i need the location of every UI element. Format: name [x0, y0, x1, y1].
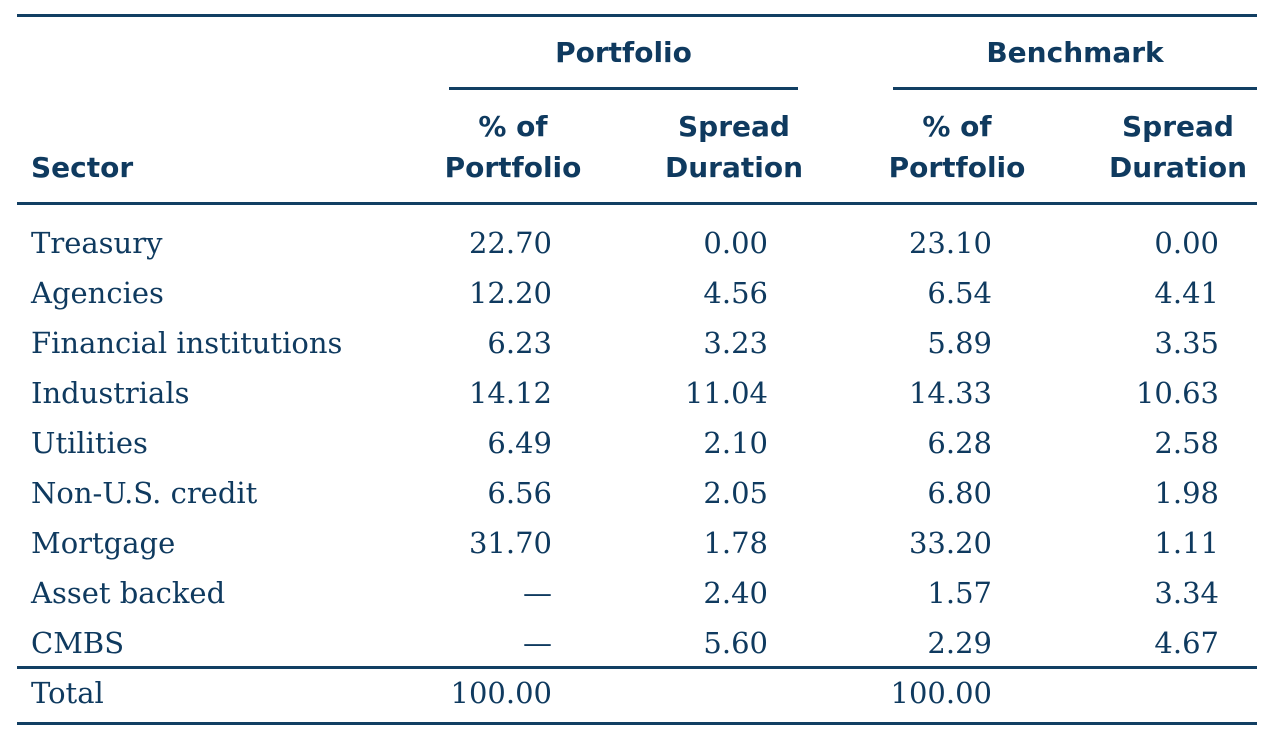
- portfolio-pct-cell: 31.70: [468, 526, 552, 560]
- portfolio-group-header: Portfolio: [555, 36, 692, 69]
- total-top-rule: [17, 666, 1257, 669]
- benchmark-group-underline: [893, 87, 1257, 90]
- sector-cell: Financial institutions: [31, 326, 343, 360]
- total-label: Total: [31, 676, 104, 710]
- table-bottom-rule: [17, 722, 1257, 725]
- portfolio-spread-cell: 0.00: [703, 226, 768, 260]
- portfolio-pct-cell: 12.20: [468, 276, 552, 310]
- benchmark-pct-cell: 14.33: [908, 376, 992, 410]
- benchmark-pct-cell: 5.89: [927, 326, 992, 360]
- portfolio-pct-cell: 6.49: [487, 426, 552, 460]
- portfolio-spread-cell: 4.56: [703, 276, 768, 310]
- header-bottom-rule: [17, 202, 1257, 205]
- header-line: Duration: [664, 151, 804, 184]
- benchmark-spread-cell: 3.34: [1154, 576, 1219, 610]
- sector-cell: Industrials: [31, 376, 190, 410]
- benchmark-pct-cell: 23.10: [908, 226, 992, 260]
- header-line: % of: [922, 110, 992, 143]
- portfolio-pct-cell: 22.70: [468, 226, 552, 260]
- benchmark-spread-cell: 2.58: [1154, 426, 1219, 460]
- sector-cell: Mortgage: [31, 526, 176, 560]
- portfolio-spread-cell: 11.04: [684, 376, 768, 410]
- benchmark-spread-cell: 3.35: [1154, 326, 1219, 360]
- benchmark-spread-cell: 4.41: [1154, 276, 1219, 310]
- benchmark-spread-cell: 1.98: [1154, 476, 1219, 510]
- benchmark-pct-cell: 1.57: [927, 576, 992, 610]
- benchmark-pct-cell: 2.29: [927, 626, 992, 660]
- benchmark-spread-cell: 10.63: [1135, 376, 1219, 410]
- sector-cell: Non-U.S. credit: [31, 476, 258, 510]
- portfolio-spread-cell: 1.78: [703, 526, 768, 560]
- header-line: % of: [478, 110, 548, 143]
- header-line: Spread: [678, 110, 790, 143]
- header-line: Portfolio: [888, 151, 1026, 184]
- sector-cell: Treasury: [31, 226, 163, 260]
- benchmark-spread-cell: 1.11: [1154, 526, 1219, 560]
- portfolio-spread-cell: 5.60: [703, 626, 768, 660]
- portfolio-spread-cell: 2.05: [703, 476, 768, 510]
- header-line: Spread: [1122, 110, 1234, 143]
- portfolio-pct-cell: —: [523, 626, 552, 660]
- portfolio-pct-cell: —: [523, 576, 552, 610]
- benchmark-spread-cell: 4.67: [1154, 626, 1219, 660]
- benchmark-pct-cell: 6.54: [927, 276, 992, 310]
- portfolio-pct-cell: 6.56: [487, 476, 552, 510]
- portfolio-spread-cell: 2.40: [703, 576, 768, 610]
- header-line: Portfolio: [444, 151, 582, 184]
- portfolio-pct-cell: 6.23: [487, 326, 552, 360]
- benchmark-pct-cell: 33.20: [908, 526, 992, 560]
- benchmark-group-header: Benchmark: [986, 36, 1164, 69]
- sector-cell: Asset backed: [31, 576, 226, 610]
- sector-cell: CMBS: [31, 626, 125, 660]
- table-top-rule: [17, 14, 1257, 17]
- header-line: Duration: [1108, 151, 1248, 184]
- benchmark-pct-cell: 6.28: [927, 426, 992, 460]
- sector-column-header: Sector: [31, 151, 134, 184]
- portfolio-pct-cell: 14.12: [468, 376, 552, 410]
- portfolio-group-underline: [449, 87, 798, 90]
- sector-cell: Utilities: [31, 426, 148, 460]
- benchmark-pct-total: 100.00: [890, 676, 992, 710]
- portfolio-spread-cell: 2.10: [703, 426, 768, 460]
- portfolio-spread-cell: 3.23: [703, 326, 768, 360]
- benchmark-pct-cell: 6.80: [927, 476, 992, 510]
- benchmark-spread-cell: 0.00: [1154, 226, 1219, 260]
- portfolio-pct-total: 100.00: [450, 676, 552, 710]
- sector-cell: Agencies: [31, 276, 164, 310]
